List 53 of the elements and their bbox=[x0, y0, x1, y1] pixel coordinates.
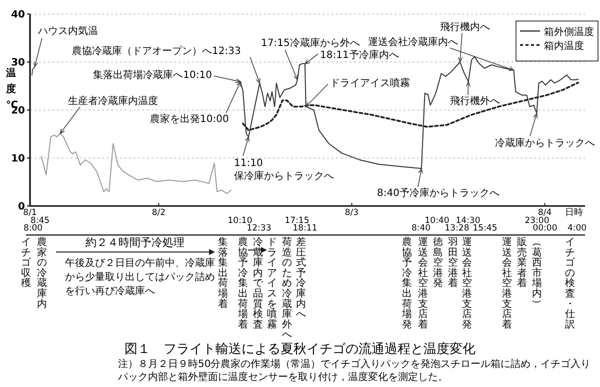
text: 図１ フライト輸送による夏秋イチゴの流通過程と温度変化 bbox=[124, 341, 476, 357]
text: 13:28 bbox=[444, 224, 470, 234]
annotation: 18:11予冷庫内へ bbox=[320, 49, 399, 61]
annotation: 農協冷蔵庫（ドアオープン）へ12:33 bbox=[72, 45, 241, 57]
annotation: 運送会社冷蔵庫内へ bbox=[368, 36, 458, 48]
annotation: 飛行機外へ bbox=[450, 95, 500, 107]
text: 羽田空港着 bbox=[448, 237, 458, 290]
text: 農家の冷蔵庫内 bbox=[37, 236, 47, 310]
text: 4:00 bbox=[567, 224, 587, 234]
annotation: 集落出荷場冷蔵庫へ10:10 bbox=[93, 69, 212, 81]
x-tick-label: 8/3 bbox=[344, 208, 359, 218]
annotation: 冷蔵庫からトラックへ bbox=[495, 137, 595, 149]
text: ドライアイスを噴霧 bbox=[267, 237, 277, 330]
text: 18:11 bbox=[292, 224, 318, 234]
y-tick-label: 30 bbox=[11, 58, 26, 68]
annotation: 生産者冷蔵庫内温度 bbox=[68, 95, 158, 107]
annotation: 17:15冷蔵庫から外へ bbox=[261, 37, 360, 49]
annotation: 11:10 保冷庫からトラックへ bbox=[234, 158, 334, 182]
x-tick-label: 8/4 bbox=[538, 208, 552, 218]
text: 差圧式予冷庫内へ bbox=[296, 236, 306, 320]
text: 00:00 bbox=[532, 224, 558, 234]
legend-label: 箱外側温度 bbox=[544, 26, 594, 38]
text: 注）８月２日９時50分農家の作業場（常温）でイチゴ入りパックを発泡スチロール箱に詰め，イチゴ入りパック内部と箱外壁面に温度センサーを取り付け，温度変化を測定した。 bbox=[117, 358, 591, 383]
annotation: ドライアイス噴霧 bbox=[330, 77, 410, 89]
annotation: ハウス内気温 bbox=[37, 25, 98, 37]
text: 8:00 bbox=[23, 224, 43, 234]
text: 農協予冷集出荷場着 bbox=[238, 237, 248, 330]
x-axis-title: 日時 bbox=[565, 207, 583, 218]
text: イチゴの検査・仕訳 bbox=[565, 237, 575, 330]
text: 農協予冷集出荷場発 bbox=[402, 237, 412, 330]
annotation: 農家を出発10:00 bbox=[150, 113, 229, 125]
text: （葛西市場内） bbox=[531, 237, 542, 309]
text: 集落集出荷場着 bbox=[217, 236, 228, 310]
text: 徳島空港発 bbox=[433, 237, 443, 290]
y-tick-label: 40 bbox=[11, 10, 26, 20]
text: 8:40 bbox=[411, 224, 431, 234]
text: イチゴ収穫 bbox=[21, 237, 32, 290]
text: 約２４時間予冷処理 bbox=[86, 236, 184, 249]
x-tick-label: 8/1 bbox=[23, 208, 37, 218]
text: 午後及び２日目の午前中、冷蔵庫から少量取り出してはパック詰めを行い再び冷蔵庫へ bbox=[65, 257, 215, 297]
annotation: 飛行機内へ bbox=[440, 21, 490, 33]
y-tick-label: 10 bbox=[11, 154, 26, 164]
text: 荷造のため冷蔵庫外へ bbox=[282, 237, 292, 341]
legend-label: 箱内温度 bbox=[544, 40, 584, 52]
text: 販売業者着 bbox=[517, 236, 527, 290]
x-tick-label: 8/2 bbox=[152, 208, 166, 218]
text: 運送会社空港支店着 bbox=[418, 237, 428, 330]
annotation: 8:40予冷庫からトラックへ bbox=[377, 187, 500, 199]
text: 12:33 bbox=[246, 224, 272, 234]
text: 運送会社空港支店発 bbox=[462, 237, 472, 330]
text: 15:45 bbox=[472, 224, 498, 234]
text: 冷蔵庫内で品質検査 bbox=[253, 237, 263, 330]
text: 運送会社空港支店着 bbox=[502, 237, 512, 330]
